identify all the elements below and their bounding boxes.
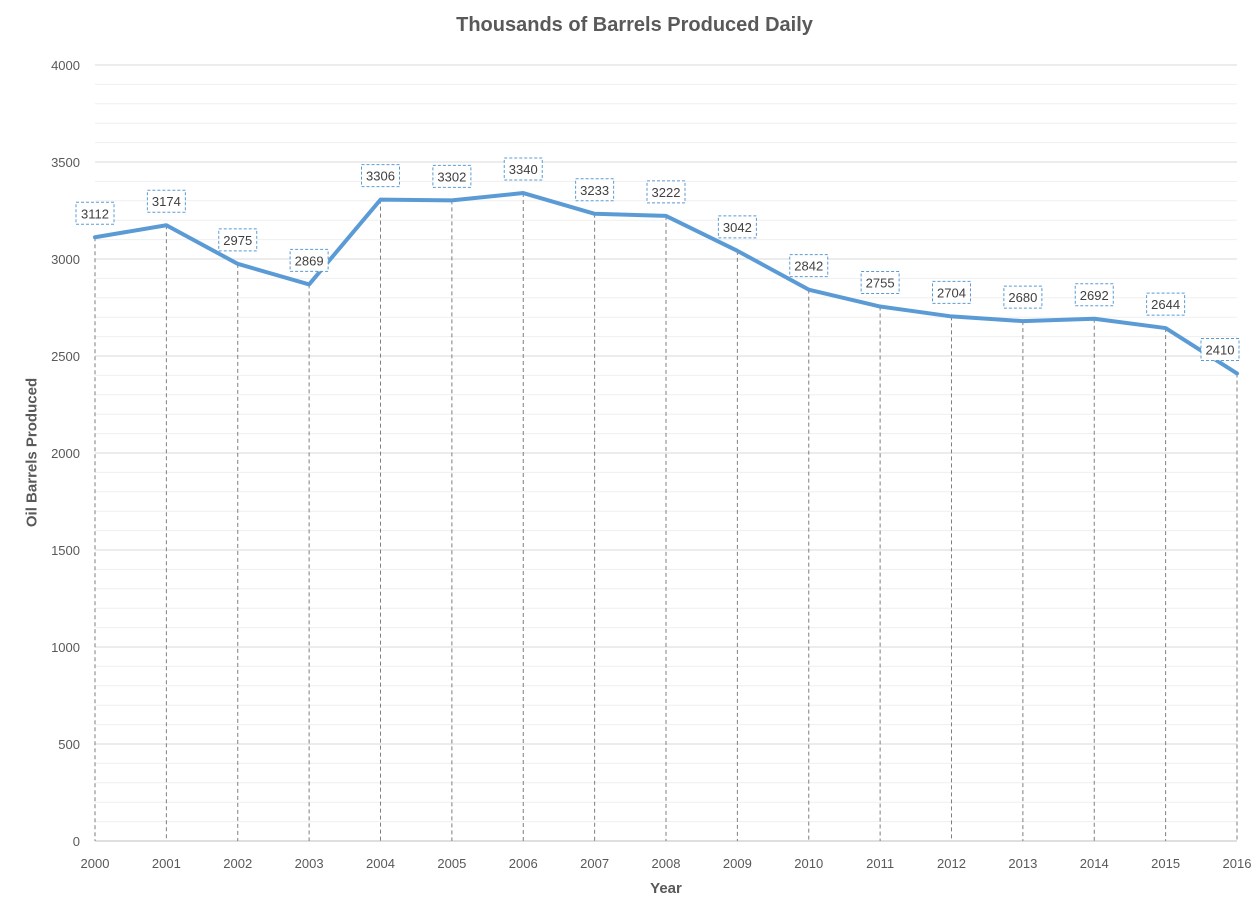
data-label: 2869 (295, 253, 324, 268)
x-tick-label: 2004 (366, 856, 395, 871)
data-label-box (1074, 283, 1114, 307)
x-tick-label: 2012 (937, 856, 966, 871)
data-label: 3222 (652, 185, 681, 200)
y-tick-label: 3000 (51, 252, 80, 267)
y-tick-label: 2000 (51, 446, 80, 461)
data-label: 2680 (1008, 290, 1037, 305)
y-tick-label: 0 (73, 834, 80, 849)
y-tick-label: 500 (58, 737, 80, 752)
data-label-box (432, 164, 472, 188)
y-tick-label: 1500 (51, 543, 80, 558)
data-label-box (218, 228, 258, 252)
y-tick-label: 1000 (51, 640, 80, 655)
data-label-box (289, 248, 329, 272)
data-label: 2692 (1080, 288, 1109, 303)
x-tick-label: 2002 (223, 856, 252, 871)
x-tick-label: 2015 (1151, 856, 1180, 871)
y-tick-label: 3500 (51, 155, 80, 170)
x-tick-label: 2010 (794, 856, 823, 871)
x-tick-label: 2005 (437, 856, 466, 871)
data-label: 2755 (866, 276, 895, 291)
chart-title: Thousands of Barrels Produced Daily (456, 14, 813, 36)
data-label: 2644 (1151, 297, 1180, 312)
y-axis-title: Oil Barrels Produced (23, 377, 41, 528)
data-label: 3306 (366, 169, 395, 184)
x-tick-label: 2000 (81, 856, 110, 871)
x-axis-title: Year (650, 880, 682, 897)
data-label-box (75, 201, 115, 225)
x-tick-label: 2007 (580, 856, 609, 871)
data-label: 3233 (580, 183, 609, 198)
data-label-box (789, 254, 829, 278)
data-label-box (717, 215, 757, 239)
data-label-box (361, 164, 400, 188)
x-tick-label: 2003 (295, 856, 324, 871)
data-label: 3302 (437, 169, 466, 184)
x-tick-label: 2013 (1008, 856, 1037, 871)
x-tick-label: 2011 (866, 856, 894, 871)
data-label: 2410 (1206, 342, 1235, 357)
data-label-box (860, 271, 900, 295)
x-tick-label: 2014 (1080, 856, 1109, 871)
data-label-box (646, 180, 686, 204)
data-label: 2975 (223, 233, 252, 248)
data-label-box (1200, 337, 1240, 361)
data-label: 3340 (509, 162, 538, 177)
y-tick-label: 2500 (51, 349, 80, 364)
x-tick-label: 2008 (652, 856, 681, 871)
y-tick-label: 4000 (51, 58, 80, 73)
data-label: 3042 (723, 220, 752, 235)
data-label: 3112 (81, 206, 109, 221)
x-tick-label: 2006 (509, 856, 538, 871)
x-tick-label: 2009 (723, 856, 752, 871)
data-label-box (503, 157, 543, 181)
data-label-box (932, 280, 971, 304)
data-label-box (1146, 292, 1186, 316)
x-tick-label: 2001 (152, 856, 181, 871)
data-label: 2704 (937, 285, 966, 300)
data-label-box (575, 178, 615, 202)
data-label: 3174 (152, 194, 181, 209)
x-tick-label: 2016 (1223, 856, 1252, 871)
series-line (93, 191, 1239, 376)
data-label-box (1003, 285, 1043, 309)
data-label-box (146, 189, 186, 213)
data-label: 2842 (794, 259, 823, 274)
